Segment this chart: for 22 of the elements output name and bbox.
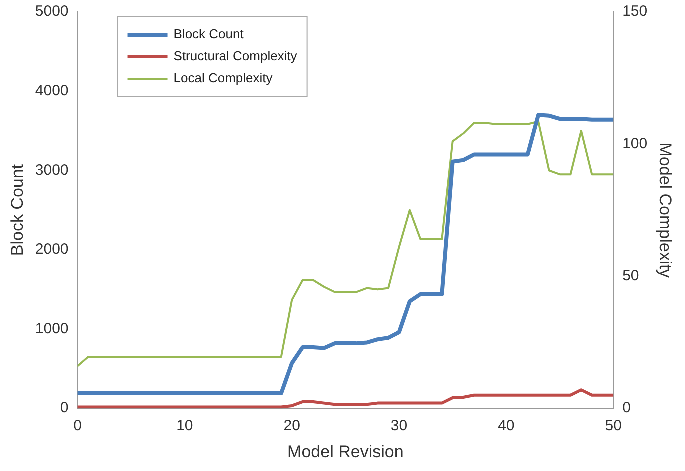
y2-tick-label: 50: [622, 268, 640, 285]
legend-label: Block Count: [174, 26, 244, 42]
y-tick-label: 5000: [35, 3, 69, 20]
x-tick-label: 30: [390, 418, 408, 435]
x-tick-label: 40: [498, 418, 515, 435]
x-tick-label: 50: [605, 418, 622, 435]
y-tick-label: 2000: [35, 241, 69, 258]
x-tick-label: 10: [176, 418, 194, 435]
y-tick-label: 1000: [35, 320, 69, 338]
y2-tick-label: 150: [622, 3, 648, 20]
y-axis-title: Block Count: [8, 164, 27, 256]
y-tick-label: 0: [60, 400, 69, 417]
y-tick-label: 4000: [35, 82, 69, 100]
x-tick-label: 0: [74, 418, 82, 435]
legend-label: Local Complexity: [174, 70, 274, 86]
x-axis-title: Model Revision: [288, 442, 404, 462]
y-tick-label: 3000: [35, 162, 69, 179]
y2-axis-title: Model Complexity: [656, 142, 676, 278]
legend-label: Structural Complexity: [174, 48, 298, 64]
x-tick-label: 20: [284, 418, 300, 435]
y2-tick-label: 100: [622, 135, 648, 152]
y2-tick-label: 0: [622, 400, 631, 417]
